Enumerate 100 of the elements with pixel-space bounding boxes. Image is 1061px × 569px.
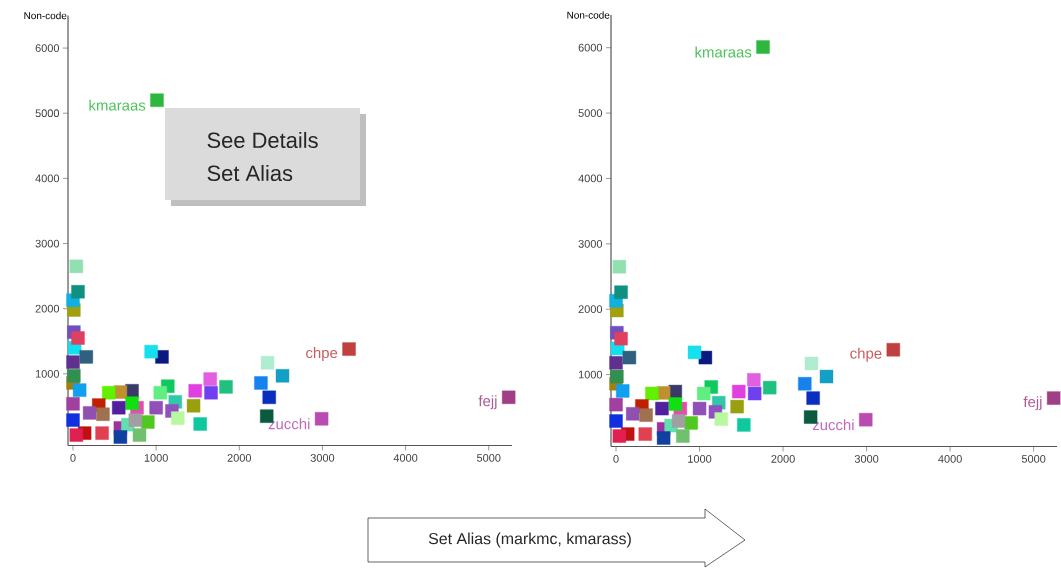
point (144, 344, 158, 359)
y-tick-label: 5000 (35, 109, 60, 118)
point (204, 386, 218, 400)
y-tick-label: 2000 (35, 304, 60, 313)
point (153, 386, 167, 400)
point (260, 356, 275, 370)
x-tick-label: 3000 (310, 454, 335, 462)
y-axis-title: Non-code (24, 11, 67, 20)
annotation: fejj (1023, 396, 1042, 411)
x-tick-label: 0 (70, 454, 76, 462)
x-tick-label: 2000 (771, 455, 795, 463)
point (638, 427, 652, 441)
point (95, 426, 109, 440)
point (193, 417, 207, 431)
point (671, 414, 686, 428)
annotation: Set Alias (207, 164, 293, 182)
x-tick-label: 0 (613, 455, 619, 463)
point (262, 390, 276, 404)
point (82, 406, 97, 420)
annotation: zucchi (268, 418, 310, 430)
point (254, 376, 268, 390)
point (639, 408, 653, 422)
point (141, 415, 155, 429)
point (645, 386, 659, 401)
point (612, 429, 627, 443)
point (756, 40, 770, 54)
point (747, 386, 762, 401)
x-tick-label: 5000 (1021, 455, 1046, 463)
point (626, 407, 640, 421)
point (150, 93, 164, 107)
annotation: chpe (850, 347, 882, 362)
point (66, 397, 80, 411)
point (687, 345, 702, 360)
point (71, 285, 85, 299)
point (612, 260, 627, 274)
point (171, 411, 185, 425)
point (609, 397, 623, 412)
point (132, 428, 147, 442)
point (747, 373, 761, 387)
point (655, 401, 669, 416)
y-tick-label: 2000 (578, 305, 603, 314)
y-tick-label: 4000 (578, 174, 603, 183)
point (806, 391, 820, 405)
annotation: fejj (478, 395, 497, 410)
point (314, 412, 329, 426)
y-tick-label: 3000 (35, 239, 60, 248)
point (66, 413, 80, 427)
point (737, 418, 751, 432)
y-tick-label: 5000 (578, 109, 603, 117)
point (798, 377, 812, 391)
y-tick-label: 3000 (578, 239, 603, 248)
point (714, 412, 728, 426)
point (684, 416, 698, 430)
point (692, 401, 707, 416)
x-tick-label: 1000 (144, 454, 168, 462)
point (730, 399, 744, 414)
point (886, 343, 901, 357)
point (149, 401, 163, 415)
point (125, 396, 139, 410)
point (622, 350, 637, 365)
point (113, 430, 128, 444)
point (819, 369, 834, 384)
point (275, 369, 290, 383)
point (697, 386, 711, 401)
point (609, 356, 623, 370)
point (186, 399, 201, 413)
point (763, 380, 777, 395)
point (96, 407, 110, 421)
point (656, 431, 671, 445)
point (72, 383, 87, 397)
point (69, 428, 84, 442)
annotation: chpe (306, 347, 338, 362)
point (610, 369, 624, 384)
y-tick-label: 6000 (578, 43, 603, 52)
y-axis-title: Non-code (567, 11, 610, 19)
y-tick-label: 1000 (35, 369, 60, 378)
point (804, 356, 819, 371)
point (614, 331, 628, 346)
point (203, 372, 217, 386)
point (614, 285, 628, 299)
annotation: See Details (207, 131, 318, 149)
point (732, 384, 746, 399)
x-tick-label: 4000 (393, 454, 418, 462)
y-tick-label: 4000 (35, 174, 60, 183)
y-tick-label: 6000 (35, 44, 60, 52)
point (219, 380, 233, 394)
point (342, 342, 356, 356)
point (616, 384, 630, 398)
point (668, 397, 683, 411)
point (102, 386, 116, 400)
annotation: kmaraas (89, 99, 146, 111)
x-tick-label: 5000 (476, 454, 501, 462)
x-tick-label: 2000 (227, 454, 252, 462)
point (79, 350, 93, 364)
text: Set Alias (markmc, kmarass) (428, 532, 631, 548)
point (71, 331, 85, 345)
point (859, 413, 873, 427)
point (609, 414, 623, 428)
point (66, 355, 80, 369)
point (501, 390, 516, 404)
